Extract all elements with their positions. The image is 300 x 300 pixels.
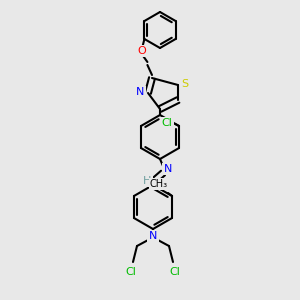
Text: O: O (137, 46, 146, 56)
Text: N: N (136, 87, 144, 97)
Text: S: S (182, 79, 189, 89)
Text: N: N (149, 231, 157, 241)
Text: Cl: Cl (169, 267, 180, 277)
Text: Cl: Cl (162, 118, 172, 128)
Text: N: N (164, 164, 172, 174)
Text: H: H (143, 176, 151, 186)
Text: CH₃: CH₃ (150, 179, 168, 189)
Text: Cl: Cl (126, 267, 136, 277)
